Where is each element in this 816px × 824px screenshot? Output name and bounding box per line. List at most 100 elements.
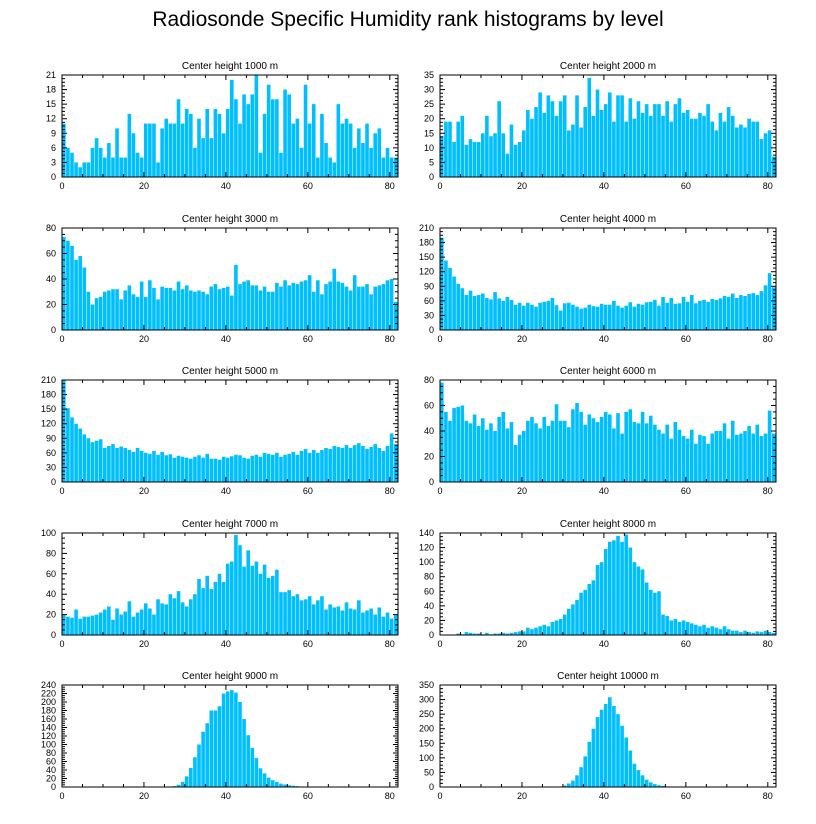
histogram-bar bbox=[78, 618, 82, 635]
histogram-bar bbox=[501, 133, 506, 177]
histogram-bar bbox=[316, 157, 320, 177]
histogram-bar bbox=[172, 598, 177, 635]
histogram-bar bbox=[628, 98, 633, 177]
histogram-bar bbox=[698, 626, 702, 635]
histogram-bar bbox=[673, 618, 678, 635]
histogram-bar bbox=[279, 592, 283, 635]
histogram-bar bbox=[444, 121, 448, 177]
histogram-bar bbox=[156, 299, 160, 330]
histogram-bar bbox=[139, 157, 144, 177]
y-tick-label: 240 bbox=[41, 680, 56, 690]
x-tick-label: 80 bbox=[385, 334, 395, 344]
histogram-bar bbox=[558, 310, 563, 330]
histogram-bar bbox=[320, 449, 324, 482]
histogram-bar bbox=[213, 581, 218, 635]
histogram-bar bbox=[677, 98, 682, 177]
histogram-bar bbox=[115, 448, 119, 482]
histogram-bar bbox=[316, 452, 320, 482]
histogram-bar bbox=[90, 304, 95, 330]
histogram-bar bbox=[283, 592, 287, 635]
histogram-bar bbox=[373, 286, 378, 330]
histogram-bar bbox=[735, 434, 739, 482]
histogram-bar bbox=[119, 614, 123, 635]
histogram-bar bbox=[352, 275, 357, 330]
histogram-bar bbox=[143, 123, 148, 177]
histogram-bar bbox=[661, 614, 665, 635]
histogram-bar bbox=[283, 454, 287, 482]
histogram-bar bbox=[168, 287, 173, 330]
histogram-bar bbox=[476, 142, 481, 177]
histogram-bar bbox=[493, 633, 497, 635]
histogram-bar bbox=[275, 569, 279, 635]
y-tick-label: 100 bbox=[419, 753, 434, 763]
histogram-bar bbox=[324, 448, 328, 482]
x-tick-label: 20 bbox=[139, 486, 149, 496]
y-tick-label: 0 bbox=[51, 630, 56, 640]
y-tick-label: 210 bbox=[41, 375, 56, 385]
histogram-bar bbox=[759, 632, 764, 635]
histogram-bar bbox=[579, 411, 583, 483]
histogram-bar bbox=[250, 747, 255, 787]
histogram-bar bbox=[369, 294, 373, 330]
histogram-bar bbox=[270, 99, 275, 177]
histogram-bar bbox=[464, 144, 469, 177]
histogram-bar bbox=[303, 599, 308, 635]
histogram-bar bbox=[542, 624, 547, 635]
histogram-bar bbox=[550, 297, 555, 330]
histogram-bar bbox=[739, 124, 743, 177]
x-tick-label: 80 bbox=[763, 791, 773, 801]
histogram-bar bbox=[74, 259, 78, 331]
histogram-bar bbox=[517, 142, 522, 177]
histogram-bar bbox=[685, 621, 690, 635]
histogram-bar bbox=[123, 157, 128, 177]
y-tick-label: 20 bbox=[424, 114, 434, 124]
histogram-bar bbox=[505, 153, 510, 177]
histogram-bar bbox=[644, 104, 649, 177]
histogram-bar bbox=[250, 285, 255, 331]
histogram-bar bbox=[197, 455, 201, 482]
histogram-bar bbox=[357, 286, 361, 330]
histogram-bar bbox=[567, 427, 571, 482]
histogram-bar bbox=[340, 123, 345, 177]
histogram-bar bbox=[295, 118, 300, 177]
histogram-bar bbox=[730, 293, 735, 330]
histogram-bar bbox=[640, 411, 645, 483]
histogram-bar bbox=[258, 456, 263, 482]
histogram-bar bbox=[620, 541, 624, 635]
histogram-bar bbox=[246, 280, 250, 330]
histogram-bar bbox=[74, 423, 78, 482]
histogram-bar bbox=[193, 291, 197, 330]
histogram-bar bbox=[460, 405, 465, 482]
histogram-bar bbox=[262, 113, 267, 177]
histogram-bar bbox=[710, 626, 715, 635]
histogram-bar bbox=[558, 618, 563, 635]
histogram-bar bbox=[82, 267, 87, 330]
histogram-bar bbox=[168, 594, 173, 635]
histogram-bar bbox=[86, 291, 91, 330]
histogram-bar bbox=[295, 454, 300, 482]
histogram-bar bbox=[254, 285, 259, 331]
y-tick-label: 10 bbox=[424, 143, 434, 153]
histogram-bar bbox=[189, 599, 193, 635]
histogram-bar bbox=[550, 621, 555, 635]
x-tick-label: 80 bbox=[763, 639, 773, 649]
histogram-bar bbox=[673, 303, 678, 330]
histogram-bar bbox=[328, 281, 332, 330]
histogram-bar bbox=[661, 296, 665, 330]
histogram-bar bbox=[632, 763, 637, 787]
y-tick-label: 90 bbox=[424, 281, 434, 291]
histogram-bar bbox=[587, 584, 592, 635]
histogram-bar bbox=[213, 710, 218, 787]
histogram-panel: Center height 9000 m0 20 40 60 8002040608010… bbox=[41, 671, 399, 801]
histogram-bar bbox=[480, 293, 485, 330]
histogram-bar bbox=[550, 420, 555, 482]
histogram-bar bbox=[385, 280, 390, 330]
histogram-bar bbox=[213, 109, 218, 177]
x-tick-label: 80 bbox=[385, 791, 395, 801]
histogram-bar bbox=[287, 285, 291, 331]
histogram-bar bbox=[628, 409, 633, 482]
histogram-bar bbox=[213, 284, 218, 330]
histogram-bar bbox=[538, 302, 542, 330]
histogram-bar bbox=[225, 286, 230, 330]
histogram-bar bbox=[767, 130, 772, 177]
